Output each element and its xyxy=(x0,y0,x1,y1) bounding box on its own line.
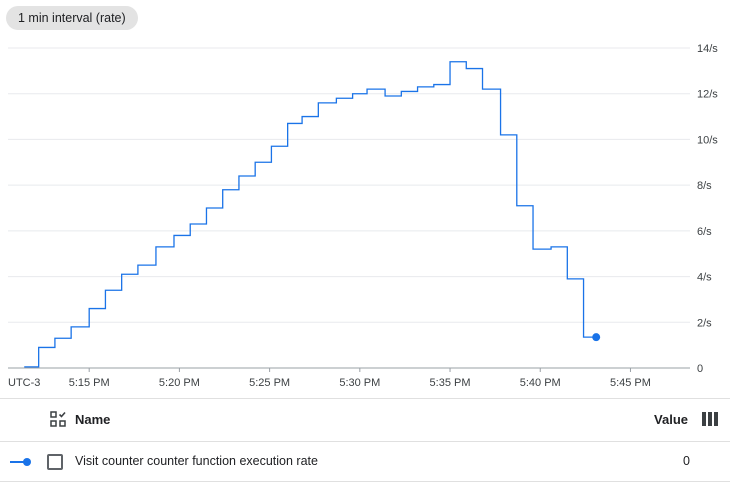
series-visibility-checkbox[interactable] xyxy=(47,454,63,470)
y-tick-label: 14/s xyxy=(697,43,718,55)
x-axis-labels: 5:15 PM 5:20 PM 5:25 PM 5:30 PM 5:35 PM 5:40 … xyxy=(69,368,651,389)
legend-value-header[interactable]: Value xyxy=(654,412,688,427)
y-axis-labels: 0 2/s 4/s 6/s 8/s 10/s 12/s 14/s xyxy=(697,43,718,375)
x-tick-label: 5:25 PM xyxy=(249,377,290,389)
grid-lines xyxy=(8,47,690,369)
legend-row[interactable]: Visit counter counter function execution… xyxy=(0,442,730,482)
y-tick-label: 6/s xyxy=(697,226,712,238)
y-tick-label: 12/s xyxy=(697,89,718,101)
y-tick-label: 0 xyxy=(697,363,703,375)
y-tick-label: 8/s xyxy=(697,180,712,192)
y-tick-label: 2/s xyxy=(697,317,712,329)
series-name: Visit counter counter function execution… xyxy=(75,454,318,468)
timezone-label: UTC-3 xyxy=(8,377,40,389)
series-swatch-dot xyxy=(23,458,31,466)
y-tick-label: 10/s xyxy=(697,134,718,146)
x-tick-label: 5:20 PM xyxy=(159,377,200,389)
x-tick-label: 5:15 PM xyxy=(69,377,110,389)
x-tick-label: 5:45 PM xyxy=(610,377,651,389)
series-endpoint-marker[interactable] xyxy=(592,333,601,342)
legend-header: Name Value xyxy=(0,398,730,442)
legend-name-header[interactable]: Name xyxy=(75,412,111,427)
series-line-visit-counter[interactable] xyxy=(24,61,597,368)
y-tick-label: 4/s xyxy=(697,272,712,284)
x-tick-label: 5:30 PM xyxy=(339,377,380,389)
x-tick-label: 5:35 PM xyxy=(430,377,471,389)
rate-line-chart: 0 2/s 4/s 6/s 8/s 10/s 12/s 14/s 5:15 PM 5:20 PM… xyxy=(8,43,718,389)
column-layout-icon[interactable] xyxy=(702,412,720,426)
select-columns-icon[interactable] xyxy=(50,411,66,427)
interval-chip[interactable]: 1 min interval (rate) xyxy=(6,6,138,30)
x-tick-label: 5:40 PM xyxy=(520,377,561,389)
series-swatch-line xyxy=(10,461,26,463)
series-value: 0 xyxy=(683,454,690,468)
